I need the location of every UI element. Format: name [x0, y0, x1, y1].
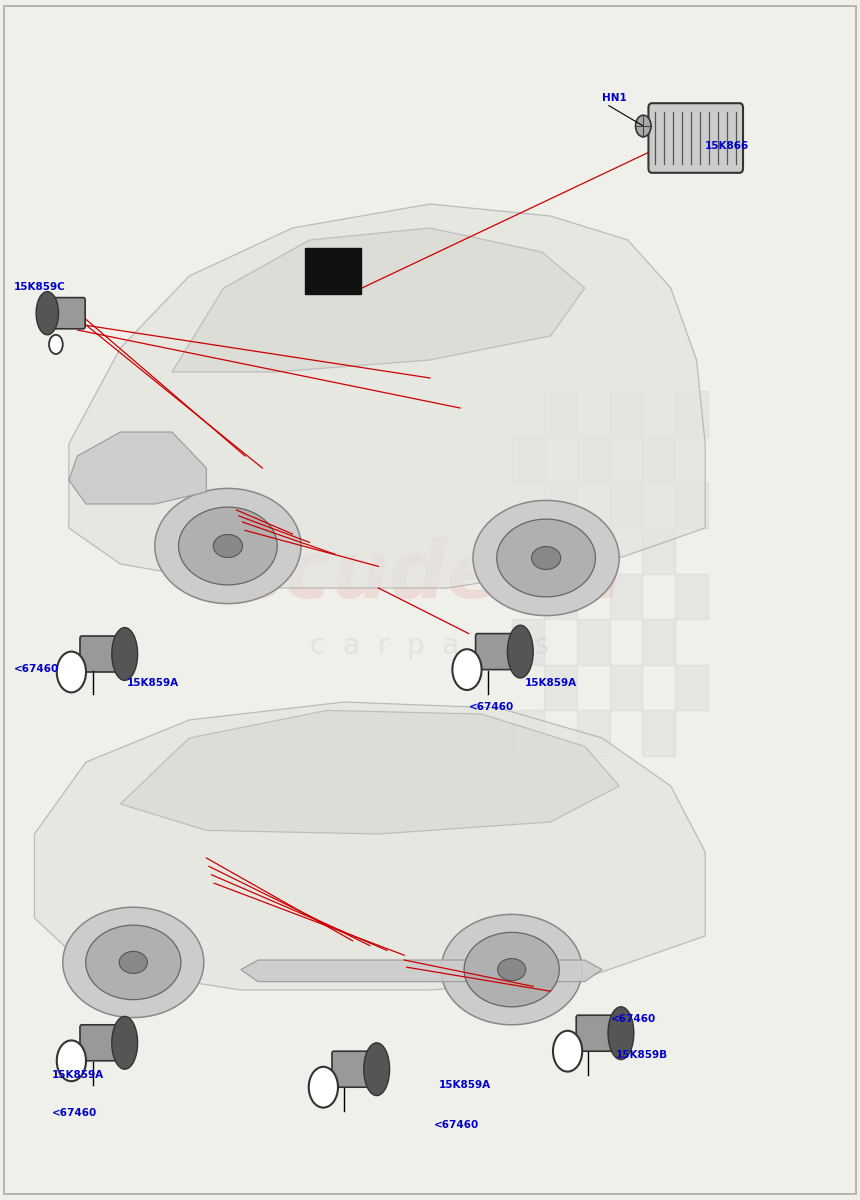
Text: 15K859A: 15K859A — [525, 678, 577, 689]
Text: 15K859A: 15K859A — [52, 1069, 104, 1080]
Ellipse shape — [473, 500, 619, 616]
Text: 15K859C: 15K859C — [14, 282, 65, 293]
Ellipse shape — [364, 1043, 390, 1096]
Bar — [544, 665, 577, 710]
Ellipse shape — [309, 1067, 338, 1108]
FancyBboxPatch shape — [648, 103, 743, 173]
Text: <67460: <67460 — [434, 1120, 480, 1130]
Bar — [577, 619, 610, 665]
Polygon shape — [69, 432, 206, 504]
Ellipse shape — [507, 625, 533, 678]
Text: scuderia: scuderia — [237, 538, 624, 614]
Ellipse shape — [608, 1007, 634, 1060]
Bar — [610, 665, 642, 710]
FancyBboxPatch shape — [80, 636, 125, 672]
Circle shape — [636, 115, 651, 137]
Ellipse shape — [452, 649, 482, 690]
Polygon shape — [69, 204, 705, 588]
Text: 15K859A: 15K859A — [127, 678, 180, 689]
Ellipse shape — [112, 628, 138, 680]
Text: <67460: <67460 — [14, 664, 59, 674]
Bar — [610, 574, 642, 619]
Ellipse shape — [57, 1040, 86, 1081]
Bar — [512, 528, 544, 574]
Bar — [610, 482, 642, 528]
Text: 15K859A: 15K859A — [439, 1080, 491, 1091]
Ellipse shape — [120, 952, 147, 973]
Ellipse shape — [112, 1016, 138, 1069]
FancyBboxPatch shape — [576, 1015, 621, 1051]
Ellipse shape — [441, 914, 582, 1025]
Bar — [642, 528, 675, 574]
Bar — [544, 391, 577, 437]
FancyBboxPatch shape — [476, 634, 520, 670]
Bar — [642, 619, 675, 665]
Polygon shape — [172, 228, 585, 372]
Ellipse shape — [86, 925, 181, 1000]
Bar — [512, 710, 544, 756]
Ellipse shape — [497, 520, 595, 596]
Bar — [577, 710, 610, 756]
Text: <67460: <67460 — [611, 1014, 656, 1025]
Bar — [512, 437, 544, 482]
Polygon shape — [120, 710, 619, 834]
Polygon shape — [241, 960, 602, 982]
Ellipse shape — [57, 652, 86, 692]
FancyBboxPatch shape — [332, 1051, 377, 1087]
Bar — [305, 248, 361, 294]
Text: <67460: <67460 — [469, 702, 514, 713]
Bar — [675, 391, 708, 437]
Bar — [544, 482, 577, 528]
Text: 15K866: 15K866 — [705, 140, 749, 151]
FancyBboxPatch shape — [46, 298, 85, 329]
Ellipse shape — [49, 335, 63, 354]
Bar — [675, 574, 708, 619]
Bar — [675, 482, 708, 528]
Ellipse shape — [36, 292, 58, 335]
Bar — [642, 437, 675, 482]
Text: HN1: HN1 — [602, 92, 627, 103]
Bar — [512, 619, 544, 665]
Text: c  a  r  p  a  r  t  s: c a r p a r t s — [310, 631, 550, 660]
FancyBboxPatch shape — [80, 1025, 125, 1061]
Ellipse shape — [498, 959, 525, 980]
Polygon shape — [34, 702, 705, 990]
Bar — [577, 437, 610, 482]
Ellipse shape — [213, 534, 243, 558]
Text: 15K859B: 15K859B — [616, 1050, 668, 1061]
Bar — [577, 528, 610, 574]
Ellipse shape — [464, 932, 559, 1007]
Bar — [675, 665, 708, 710]
Bar — [610, 391, 642, 437]
Ellipse shape — [531, 546, 561, 570]
Bar — [642, 710, 675, 756]
Ellipse shape — [63, 907, 204, 1018]
Bar — [544, 574, 577, 619]
Text: <67460: <67460 — [52, 1108, 97, 1118]
Ellipse shape — [553, 1031, 582, 1072]
Ellipse shape — [179, 508, 277, 584]
Ellipse shape — [155, 488, 301, 604]
